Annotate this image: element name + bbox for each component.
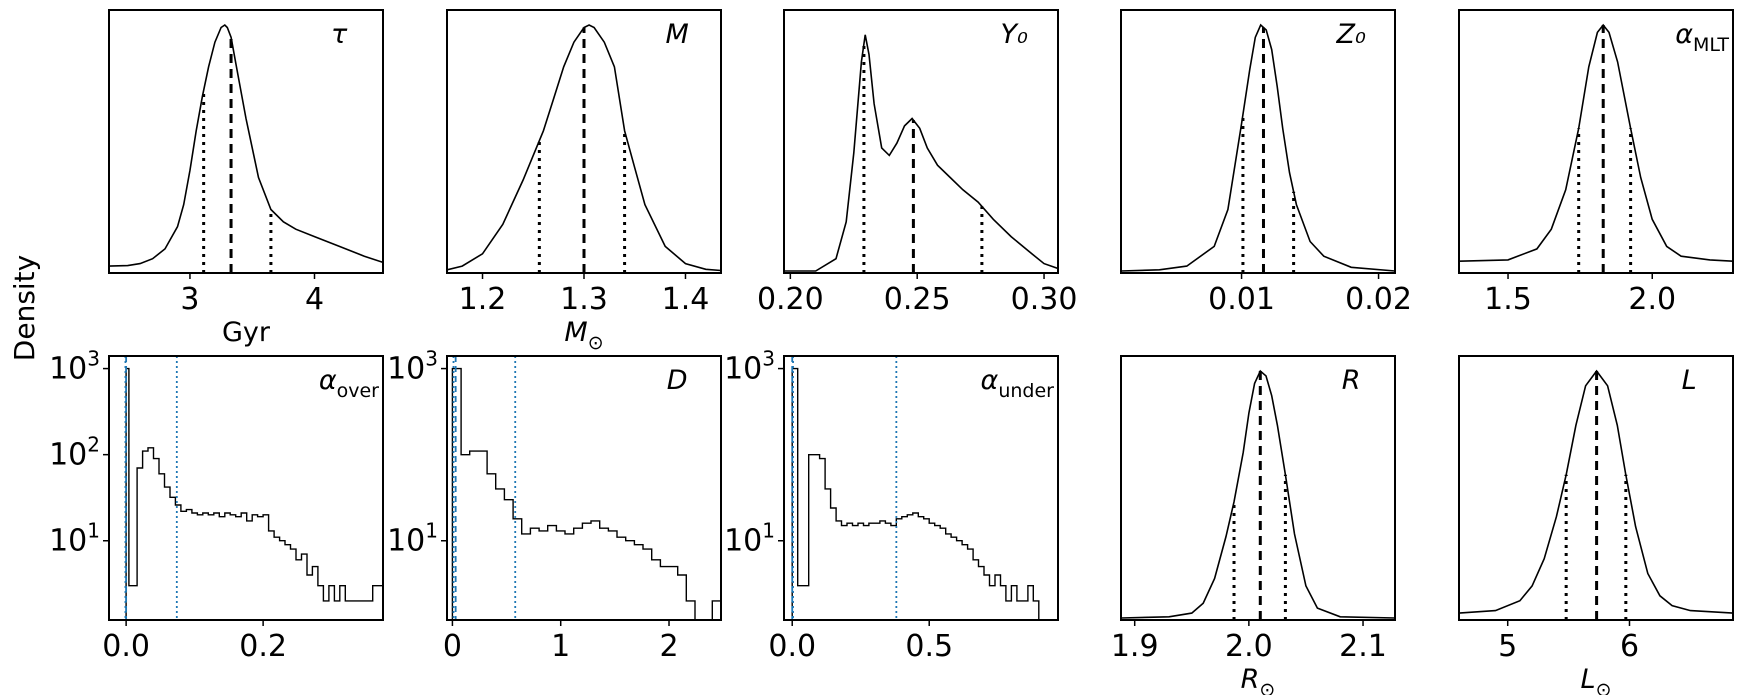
x-tick-label: 1: [551, 629, 570, 664]
panel-2: 1.2 1.3 1.4 M⊙ M: [446, 9, 722, 354]
x-tick-label: 1.5: [1484, 282, 1532, 317]
density-curve: [109, 23, 383, 267]
panel-10: 5 6 L⊙ L: [1458, 355, 1734, 695]
y-tick-label: 101: [49, 519, 100, 559]
plot-frame: [783, 9, 1059, 274]
panel-4: 0.01 0.02 Z₀: [1120, 9, 1412, 317]
x-tick-label: 2: [659, 629, 678, 664]
x-tick-label: 0.01: [1208, 282, 1275, 317]
x-tick-label: 0.02: [1345, 282, 1412, 317]
x-tick-label: 3: [180, 282, 199, 317]
x-tick-label: 0.0: [102, 629, 150, 664]
x-tick-label: 6: [1620, 629, 1639, 664]
x-tick-label: 2.1: [1339, 629, 1387, 664]
histogram-steps: [451, 367, 721, 620]
plot-frame: [1458, 355, 1734, 621]
panel-title-mlt: αMLT: [1675, 19, 1729, 56]
density-curve: [1459, 23, 1733, 262]
density-curve: [1121, 23, 1395, 272]
x-tick-label: 1.9: [1111, 629, 1159, 664]
panel-title-y: Y₀: [1000, 19, 1027, 50]
panel-title-over: αover: [319, 365, 379, 402]
x-tick-label: 4: [305, 282, 324, 317]
panel-8: 101 103 0.0 0.5 αunder: [724, 347, 1059, 664]
panel-7: 101 103 0 1 2 D: [387, 347, 722, 664]
panel-title-l: L: [1682, 365, 1697, 396]
y-tick-label: 102: [49, 433, 100, 473]
panel-1: 3 4 Gyr τ: [108, 9, 384, 348]
x-tick-label: 1.4: [662, 282, 710, 317]
y-tick-label: 103: [387, 347, 438, 387]
plot-frame: [108, 9, 384, 274]
x-tick-label: 0.0: [768, 629, 816, 664]
panel-5: 1.5 2.0 αMLT: [1458, 9, 1734, 317]
density-curve: [784, 34, 1058, 272]
panel-title-d: D: [667, 365, 688, 396]
panel-9: 1.9 2.0 2.1 R⊙ R: [1111, 355, 1396, 695]
x-axis-label: R⊙: [1241, 664, 1276, 695]
y-tick-label: 103: [724, 347, 775, 387]
histogram-steps: [125, 367, 383, 620]
plot-frame: [108, 355, 384, 621]
y-tick-label: 101: [387, 519, 438, 559]
x-tick-label: 1.2: [459, 282, 507, 317]
density-curve: [1121, 369, 1395, 619]
density-curve: [447, 24, 721, 272]
y-tick-label: 103: [49, 347, 100, 387]
density-axis-label: Density: [8, 255, 41, 361]
plot-frame: [1458, 9, 1734, 274]
y-tick-label: 101: [724, 519, 775, 559]
histogram-steps: [791, 367, 1058, 620]
x-tick-label: 0.2: [239, 629, 287, 664]
plot-frame: [1120, 355, 1396, 621]
panel-title-under: αunder: [981, 365, 1055, 402]
x-tick-label: 0.30: [1011, 282, 1078, 317]
x-tick-label: 0: [443, 629, 462, 664]
x-tick-label: 5: [1498, 629, 1517, 664]
x-axis-label: L⊙: [1581, 664, 1612, 695]
x-tick-label: 0.5: [905, 629, 953, 664]
plot-frame: [1120, 9, 1396, 274]
panel-title-r: R: [1342, 365, 1361, 396]
x-axis-label: Gyr: [222, 317, 271, 348]
x-tick-label: 2.0: [1628, 282, 1676, 317]
panel-title-z: Z₀: [1335, 19, 1365, 50]
x-tick-label: 0.25: [884, 282, 951, 317]
panel-6: 101 102 103 0.0 0.2 αover: [49, 347, 384, 664]
x-tick-label: 0.20: [757, 282, 824, 317]
x-tick-label: 2.0: [1225, 629, 1273, 664]
x-tick-label: 1.3: [560, 282, 608, 317]
panel-title-p0: τ: [331, 19, 348, 50]
panel-title-m: M: [666, 19, 689, 50]
panel-3: 0.20 0.25 0.30 Y₀: [757, 9, 1078, 317]
plot-frame: [446, 355, 722, 621]
x-axis-label: M⊙: [564, 317, 603, 354]
plot-frame: [783, 355, 1059, 621]
